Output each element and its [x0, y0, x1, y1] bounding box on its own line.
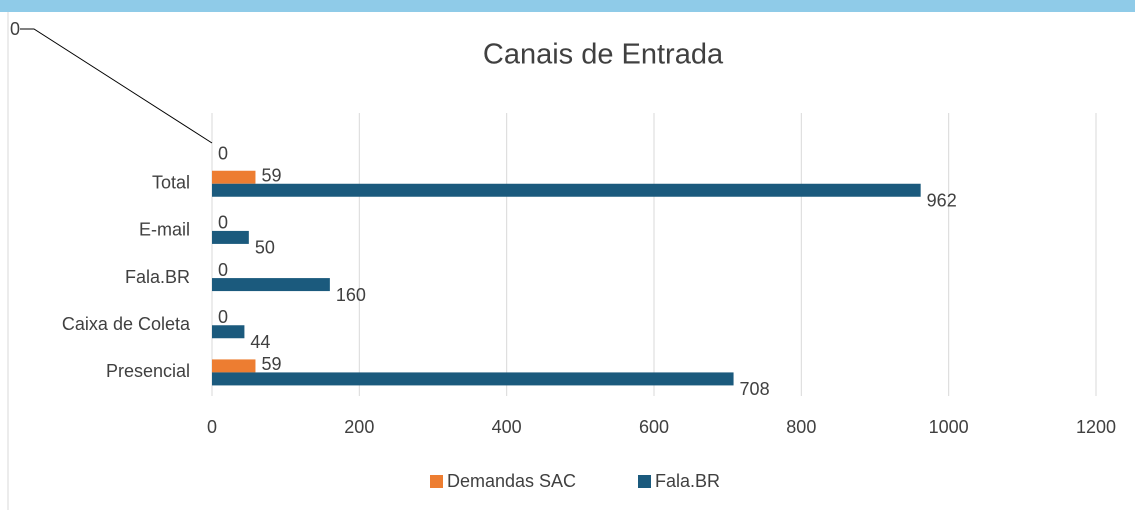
data-label: 962	[927, 191, 957, 211]
data-label: 0	[218, 307, 228, 327]
legend-swatch	[638, 475, 651, 488]
bar	[212, 325, 245, 339]
x-tick-label: 800	[786, 417, 816, 437]
x-tick-label: 600	[639, 417, 669, 437]
data-label: 708	[740, 379, 770, 399]
data-label: 0	[218, 260, 228, 280]
bar	[212, 372, 734, 386]
data-label: 59	[261, 354, 281, 374]
data-label: 0	[218, 143, 228, 163]
legend-label: Fala.BR	[655, 471, 720, 491]
bar	[212, 230, 249, 244]
x-tick-label: 1200	[1076, 417, 1116, 437]
y-tick-label: Presencial	[106, 361, 190, 381]
leader-line	[20, 28, 213, 144]
data-label: 59	[261, 166, 281, 186]
data-label: 160	[336, 285, 366, 305]
x-tick-label: 1000	[929, 417, 969, 437]
x-tick-label: 400	[492, 417, 522, 437]
data-label: 0	[10, 19, 20, 39]
bar	[212, 183, 921, 197]
legend-label: Demandas SAC	[447, 471, 576, 491]
x-tick-label: 200	[344, 417, 374, 437]
y-tick-label: Caixa de Coleta	[62, 314, 191, 334]
x-tick-label: 0	[207, 417, 217, 437]
bar	[212, 278, 330, 292]
bar	[212, 359, 256, 373]
chart-title: Canais de Entrada	[483, 39, 724, 71]
bar	[212, 170, 256, 184]
data-label: 44	[250, 332, 270, 352]
y-tick-label: Fala.BR	[125, 267, 190, 287]
y-tick-label: E-mail	[139, 220, 190, 240]
y-tick-label: Total	[152, 173, 190, 193]
data-label: 0	[218, 213, 228, 233]
legend-swatch	[430, 475, 443, 488]
data-label: 50	[255, 238, 275, 258]
top-bar	[0, 0, 1135, 12]
